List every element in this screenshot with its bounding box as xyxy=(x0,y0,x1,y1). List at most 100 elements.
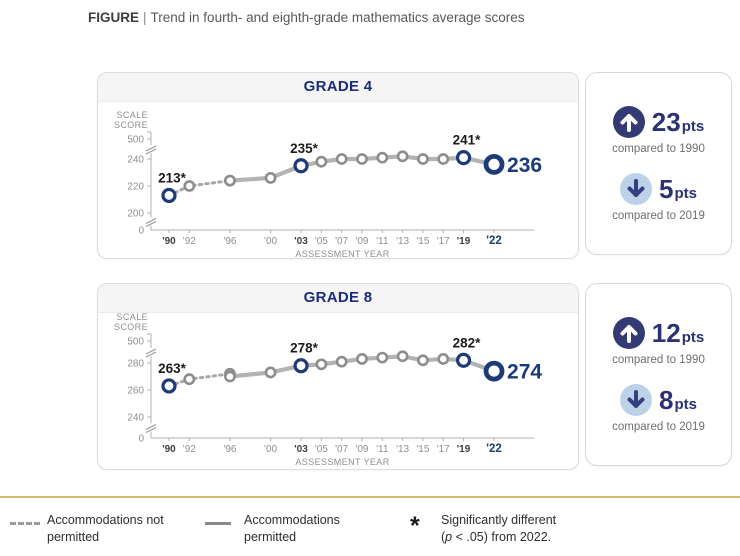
y-tick-label: 500 xyxy=(127,135,144,146)
x-tick-label: '90 xyxy=(162,236,176,247)
grade4-gain-stat: 23pts compared to 1990 xyxy=(612,105,705,155)
data-point xyxy=(264,172,277,184)
x-tick-label: '17 xyxy=(437,236,450,247)
figure-title-text: Trend in fourth- and eighth-grade mathem… xyxy=(150,10,525,25)
y-tick-label: 0 xyxy=(138,226,144,237)
data-point xyxy=(437,153,450,165)
data-point-highlight xyxy=(161,187,177,204)
data-point xyxy=(335,153,348,165)
data-point xyxy=(356,353,368,365)
data-point xyxy=(315,358,328,371)
data-point-highlight xyxy=(161,378,177,394)
axis-break xyxy=(145,220,157,228)
y-tick-label: 280 xyxy=(127,359,144,370)
gain-caption: compared to 1990 xyxy=(612,353,705,366)
data-point xyxy=(376,351,389,364)
data-point xyxy=(183,373,196,386)
gain-caption: compared to 1990 xyxy=(612,142,705,155)
x-tick-label: '22 xyxy=(486,235,502,247)
grade8-drop-stat: 8pts compared to 2019 xyxy=(612,383,705,433)
data-point xyxy=(356,153,368,165)
data-point-highlight xyxy=(293,158,309,174)
solid-line-swatch xyxy=(205,522,231,525)
legend: Accommodations not permitted Accommodati… xyxy=(0,496,740,556)
x-tick-label: '07 xyxy=(335,236,348,247)
y-axis-label: SCALE xyxy=(116,312,148,322)
legend-accommodations-permitted: Accommodations permitted xyxy=(244,513,340,544)
down-arrow-icon xyxy=(620,172,652,205)
data-point xyxy=(396,150,409,163)
y-tick-label: 220 xyxy=(127,182,144,193)
data-point-label: 278* xyxy=(290,341,319,356)
y-tick-label: 260 xyxy=(127,386,144,397)
data-point-label: 282* xyxy=(453,335,482,350)
data-point-emphasis xyxy=(483,154,505,175)
data-point xyxy=(417,354,429,367)
x-tick-label: '00 xyxy=(264,444,277,455)
data-point-highlight xyxy=(455,150,472,166)
x-tick-label: '90 xyxy=(162,444,176,455)
data-point xyxy=(437,353,450,365)
axis-break xyxy=(145,423,157,431)
y-axis-label: SCORE xyxy=(114,322,148,332)
x-tick-label: '96 xyxy=(223,444,236,455)
grade4-drop-stat: 5pts compared to 2019 xyxy=(612,172,705,222)
figure-label: FIGURE xyxy=(88,10,140,25)
x-tick-label: '15 xyxy=(416,444,429,455)
data-point-label: 263* xyxy=(158,361,187,376)
data-point-label-emphasis: 236 xyxy=(507,154,542,177)
legend-significance-note: Significantly different (p < .05) from 2… xyxy=(441,513,557,544)
grade4-panel: GRADE 4 SCALE SCORE 500 240 220 200 0 '90 '92 '96… xyxy=(97,72,579,259)
x-tick-label: '19 xyxy=(457,444,471,455)
y-tick-label: 240 xyxy=(127,155,144,166)
grade8-gain-stat: 12pts compared to 1990 xyxy=(612,316,705,366)
data-point xyxy=(417,153,429,165)
data-point-highlight xyxy=(455,352,472,368)
up-arrow-icon xyxy=(612,105,645,138)
grade8-stats-card: 12pts compared to 1990 8pts compared to … xyxy=(585,283,732,466)
data-point xyxy=(264,366,277,379)
x-tick-label: '03 xyxy=(294,236,308,247)
y-tick-label: 200 xyxy=(127,209,144,220)
x-tick-label: '96 xyxy=(223,236,236,247)
gain-value: 12pts xyxy=(651,317,705,348)
x-tick-label: '13 xyxy=(396,236,409,247)
drop-value: 5pts xyxy=(659,173,697,204)
data-point xyxy=(376,151,389,164)
data-point xyxy=(335,355,348,368)
x-tick-label: '09 xyxy=(355,236,368,247)
x-tick-label: '92 xyxy=(183,444,196,455)
gain-value: 23pts xyxy=(651,106,705,137)
y-tick-label: 0 xyxy=(138,434,144,445)
data-point-label-emphasis: 274 xyxy=(507,361,542,384)
axis-break xyxy=(145,426,157,434)
grade4-panel-title: GRADE 4 xyxy=(98,73,578,102)
x-tick-label: '03 xyxy=(294,444,308,455)
data-point xyxy=(224,370,236,383)
axis-break xyxy=(145,351,157,358)
axis-break xyxy=(145,145,157,152)
grade8-panel: GRADE 8 SCALE SCORE 500 280 260 240 0 '90 '92 '96… xyxy=(97,283,579,470)
x-axis-label: ASSESSMENT YEAR xyxy=(295,457,389,467)
x-tick-label: '17 xyxy=(437,444,450,455)
x-tick-label: '15 xyxy=(416,236,429,247)
down-arrow-icon xyxy=(620,383,652,416)
data-point-label: 213* xyxy=(158,170,187,185)
axis-break xyxy=(145,217,157,225)
x-tick-label: '09 xyxy=(355,444,368,455)
y-tick-label: 500 xyxy=(127,337,144,348)
axis-break xyxy=(145,348,157,355)
figure-title: FIGURE | Trend in fourth- and eighth-grade… xyxy=(88,10,524,25)
grade8-panel-title: GRADE 8 xyxy=(98,284,578,313)
y-axis-label: SCORE xyxy=(114,120,148,130)
x-tick-label: '11 xyxy=(376,444,389,455)
data-point xyxy=(315,155,328,168)
asterisk-symbol: * xyxy=(410,512,420,540)
x-tick-label: '11 xyxy=(376,236,389,247)
data-point xyxy=(224,174,236,187)
data-point xyxy=(396,350,409,363)
drop-caption: compared to 2019 xyxy=(612,420,705,433)
